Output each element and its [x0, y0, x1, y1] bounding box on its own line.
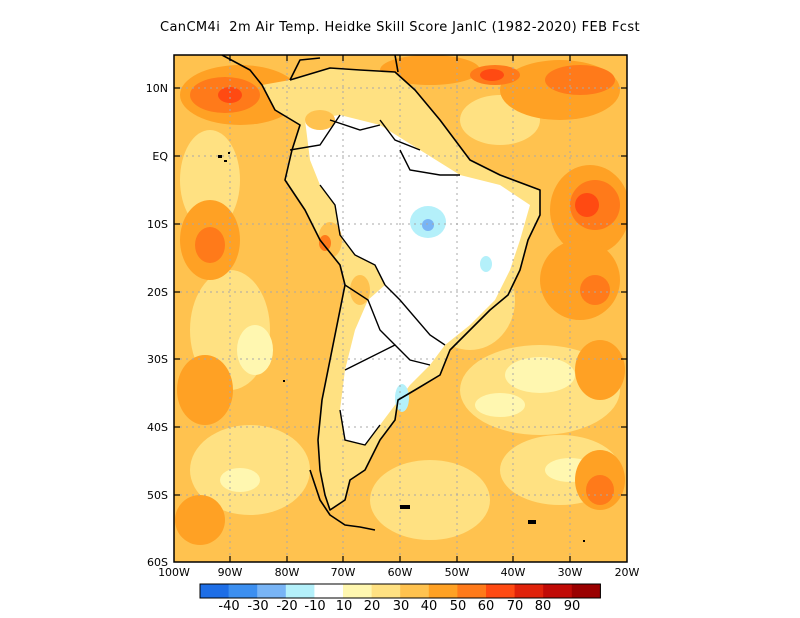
colorbar	[199, 583, 601, 599]
lat-label: 10N	[146, 82, 168, 95]
lat-label: 60S	[147, 556, 168, 569]
lat-label: 20S	[147, 286, 168, 299]
colorbar-label: 50	[450, 599, 467, 614]
colorbar-swatch	[543, 584, 573, 598]
colorbar-swatch	[228, 584, 258, 598]
lon-label: 90W	[218, 566, 243, 579]
lon-label: 50W	[445, 566, 470, 579]
map-field	[174, 55, 627, 562]
colorbar-swatch	[285, 584, 315, 598]
ocean-peak-skill	[218, 69, 599, 217]
colorbar-label: 20	[364, 599, 381, 614]
longitude-labels: 100W 90W 80W 70W 60W 50W 40W 30W 20W	[158, 566, 639, 579]
colorbar-labels: -40 -30 -20 -10 10 20 30 40 50 60 70 80 …	[218, 599, 580, 614]
colorbar-label: -10	[304, 599, 325, 614]
colorbar-swatch	[257, 584, 287, 598]
lon-label: 30W	[558, 566, 583, 579]
map-title: CanCM4i 2m Air Temp. Heidke Skill Score …	[159, 20, 641, 35]
colorbar-swatch	[486, 584, 515, 598]
land-red-patch	[319, 235, 331, 251]
country-borders	[289, 114, 460, 446]
tick-marks	[174, 55, 627, 562]
lat-label: 40S	[147, 421, 168, 434]
coastlines	[221, 55, 541, 531]
land-strong-negative	[422, 219, 434, 231]
lon-label: 40W	[501, 566, 526, 579]
lat-label: 50S	[147, 489, 168, 502]
colorbar-label: 60	[478, 599, 495, 614]
lat-label: 30S	[147, 353, 168, 366]
colorbar-label: 30	[393, 599, 410, 614]
lon-label: 70W	[331, 566, 356, 579]
colorbar-swatch	[571, 584, 601, 598]
colorbar-label: 70	[507, 599, 524, 614]
colorbar-label: -40	[218, 599, 239, 614]
colorbar-swatch	[371, 584, 401, 598]
colorbar-swatch	[200, 584, 229, 598]
latitude-labels: 10N EQ 10S 20S 30S 40S 50S 60S	[146, 82, 169, 569]
colorbar-swatch	[514, 584, 544, 598]
islands	[218, 152, 585, 542]
colorbar-swatch	[343, 584, 372, 598]
colorbar-border	[199, 583, 601, 599]
colorbar-label: 10	[336, 599, 353, 614]
colorbar-label: -20	[276, 599, 297, 614]
lon-label: 60W	[388, 566, 413, 579]
lat-label: 10S	[147, 218, 168, 231]
colorbar-swatch	[428, 584, 458, 598]
colorbar-label: 90	[564, 599, 581, 614]
colorbar-swatch	[457, 584, 487, 598]
colorbar-label: 40	[421, 599, 438, 614]
graticule	[174, 55, 627, 562]
lon-label: 80W	[275, 566, 300, 579]
colorbar-swatch	[314, 584, 344, 598]
lon-label: 20W	[615, 566, 640, 579]
lon-label: 100W	[158, 566, 190, 579]
lat-label: EQ	[152, 150, 168, 163]
colorbar-swatch	[400, 584, 430, 598]
colorbar-label: 80	[535, 599, 552, 614]
colorbar-label: -30	[247, 599, 268, 614]
